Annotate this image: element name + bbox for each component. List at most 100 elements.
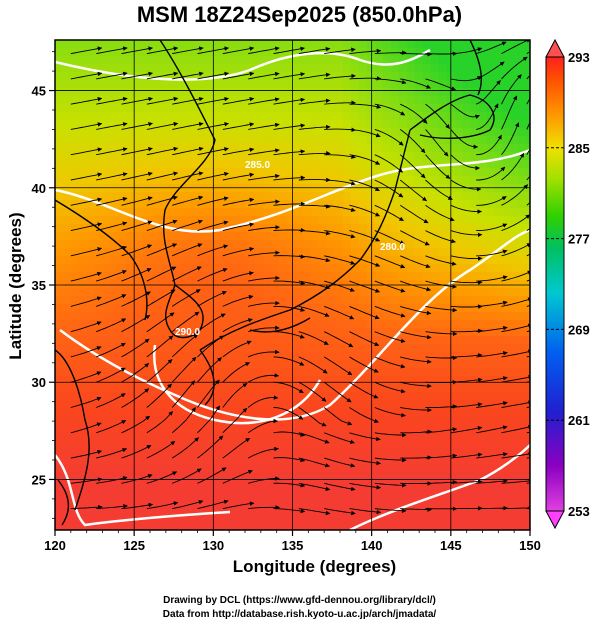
field-cell bbox=[279, 248, 288, 257]
field-cell bbox=[359, 496, 368, 505]
field-cell bbox=[479, 456, 488, 465]
field-cell bbox=[519, 120, 528, 129]
field-cell bbox=[335, 488, 344, 497]
field-cell bbox=[479, 48, 488, 57]
field-cell bbox=[311, 208, 320, 217]
field-cell bbox=[471, 392, 480, 401]
field-cell bbox=[423, 144, 432, 153]
field-cell bbox=[495, 160, 504, 169]
field-cell bbox=[247, 296, 256, 305]
field-cell bbox=[271, 48, 280, 57]
field-cell bbox=[463, 56, 472, 65]
field-cell bbox=[247, 112, 256, 121]
field-cell bbox=[359, 312, 368, 321]
field-cell bbox=[255, 152, 264, 161]
field-cell bbox=[519, 408, 528, 417]
field-cell bbox=[231, 504, 240, 513]
field-cell bbox=[207, 176, 216, 185]
field-cell bbox=[303, 96, 312, 105]
streamline bbox=[273, 175, 306, 181]
field-cell bbox=[439, 456, 448, 465]
field-cell bbox=[447, 336, 456, 345]
streamline bbox=[96, 342, 126, 358]
field-cell bbox=[463, 424, 472, 433]
field-cell bbox=[383, 200, 392, 209]
field-cell bbox=[495, 432, 504, 441]
field-cell bbox=[223, 488, 232, 497]
field-cell bbox=[375, 480, 384, 489]
field-cell bbox=[231, 368, 240, 377]
field-cell bbox=[167, 40, 176, 49]
field-cell bbox=[199, 144, 208, 153]
field-cell bbox=[343, 248, 352, 257]
field-cell bbox=[367, 504, 376, 513]
field-cell bbox=[399, 256, 408, 265]
field-cell bbox=[191, 104, 200, 113]
field-cell bbox=[175, 408, 184, 417]
streamline bbox=[96, 419, 127, 434]
field-cell bbox=[191, 392, 200, 401]
field-cell bbox=[367, 184, 376, 193]
field-cell bbox=[207, 200, 216, 209]
field-cell bbox=[415, 216, 424, 225]
field-cell bbox=[183, 160, 192, 169]
x-tick-label: 135 bbox=[282, 538, 304, 553]
field-cell bbox=[175, 120, 184, 129]
field-cell bbox=[359, 512, 368, 521]
field-cell bbox=[519, 264, 528, 273]
field-cell bbox=[399, 464, 408, 473]
streamline bbox=[146, 243, 178, 257]
field-cell bbox=[151, 520, 160, 529]
field-cell bbox=[415, 448, 424, 457]
field-cell bbox=[415, 328, 424, 337]
field-cell bbox=[119, 80, 128, 89]
field-cell bbox=[183, 128, 192, 137]
field-cell bbox=[215, 424, 224, 433]
field-cell bbox=[463, 368, 472, 377]
field-cell bbox=[143, 512, 152, 521]
field-cell bbox=[399, 136, 408, 145]
field-cell bbox=[495, 192, 504, 201]
field-cell bbox=[343, 120, 352, 129]
streamline bbox=[70, 396, 102, 408]
field-cell bbox=[295, 496, 304, 505]
streamline bbox=[146, 171, 179, 181]
field-cell bbox=[215, 216, 224, 225]
field-cell bbox=[447, 464, 456, 473]
field-cell bbox=[127, 120, 136, 129]
field-cell bbox=[279, 40, 288, 49]
field-cell bbox=[503, 104, 512, 113]
field-cell bbox=[471, 272, 480, 281]
field-cell bbox=[63, 216, 72, 225]
field-cell bbox=[487, 520, 496, 529]
field-cell bbox=[351, 256, 360, 265]
field-cell bbox=[135, 368, 144, 377]
streamline bbox=[324, 305, 355, 320]
field-cell bbox=[343, 512, 352, 521]
field-cell bbox=[183, 240, 192, 249]
field-cell bbox=[495, 224, 504, 233]
field-cell bbox=[351, 104, 360, 113]
field-cell bbox=[471, 384, 480, 393]
field-cell bbox=[247, 56, 256, 65]
field-cell bbox=[319, 280, 328, 289]
field-cell bbox=[439, 440, 448, 449]
field-cell bbox=[167, 528, 176, 530]
field-cell bbox=[191, 408, 200, 417]
field-cell bbox=[247, 48, 256, 57]
field-cell bbox=[103, 80, 112, 89]
field-cell bbox=[367, 432, 376, 441]
field-cell bbox=[79, 304, 88, 313]
field-cell bbox=[271, 400, 280, 409]
streamline bbox=[298, 98, 331, 105]
field-cell bbox=[495, 40, 504, 49]
field-cell bbox=[95, 232, 104, 241]
field-cell bbox=[343, 496, 352, 505]
field-cell bbox=[447, 472, 456, 481]
field-cell bbox=[455, 120, 464, 129]
field-cell bbox=[359, 232, 368, 241]
field-cell bbox=[415, 120, 424, 129]
field-cell bbox=[399, 144, 408, 153]
field-cell bbox=[311, 112, 320, 121]
field-cell bbox=[183, 416, 192, 425]
